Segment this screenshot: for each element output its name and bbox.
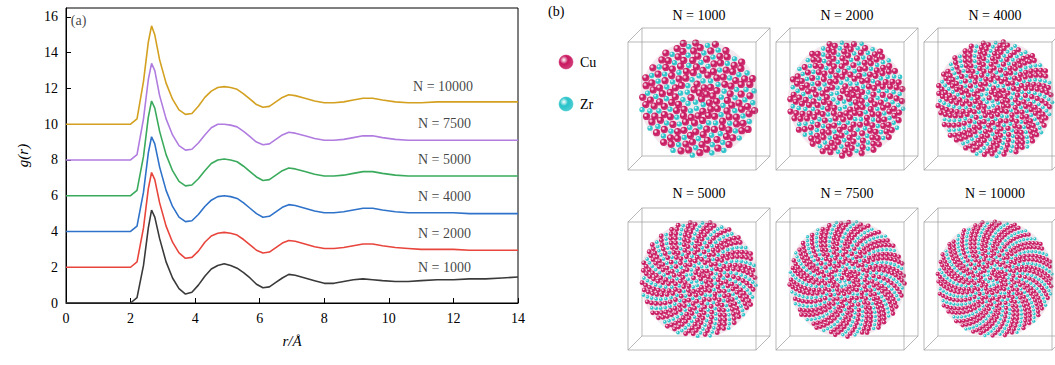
svg-text:12: 12 [44,81,58,96]
svg-text:N = 10000: N = 10000 [965,186,1025,201]
svg-text:N = 1000: N = 1000 [672,8,725,23]
svg-text:g(r): g(r) [15,144,32,167]
svg-text:8: 8 [51,152,58,167]
svg-text:8: 8 [321,311,328,326]
svg-text:N = 4000: N = 4000 [418,189,471,204]
svg-text:14: 14 [511,311,525,326]
svg-text:6: 6 [256,311,263,326]
svg-text:N = 4000: N = 4000 [968,8,1021,23]
svg-text:(b): (b) [548,4,565,20]
svg-text:0: 0 [51,296,58,311]
svg-text:(a): (a) [71,13,87,29]
svg-text:10: 10 [44,117,58,132]
svg-text:Zr: Zr [580,97,594,112]
svg-text:N = 2000: N = 2000 [418,226,471,241]
svg-text:2: 2 [51,260,58,275]
svg-text:10: 10 [382,311,396,326]
svg-text:0: 0 [63,311,70,326]
svg-text:N = 7500: N = 7500 [820,186,873,201]
svg-text:N = 5000: N = 5000 [418,152,471,167]
svg-text:Cu: Cu [580,55,596,70]
svg-text:14: 14 [44,45,58,60]
svg-text:16: 16 [44,9,58,24]
svg-text:4: 4 [192,311,199,326]
svg-text:2: 2 [127,311,134,326]
svg-text:12: 12 [446,311,460,326]
svg-text:r/Å: r/Å [282,333,302,349]
svg-text:N = 2000: N = 2000 [820,8,873,23]
svg-text:4: 4 [51,224,58,239]
svg-text:N = 10000: N = 10000 [413,79,473,94]
svg-text:N = 1000: N = 1000 [418,260,471,275]
svg-text:N = 7500: N = 7500 [418,116,471,131]
svg-text:N = 5000: N = 5000 [672,186,725,201]
svg-text:6: 6 [51,188,58,203]
